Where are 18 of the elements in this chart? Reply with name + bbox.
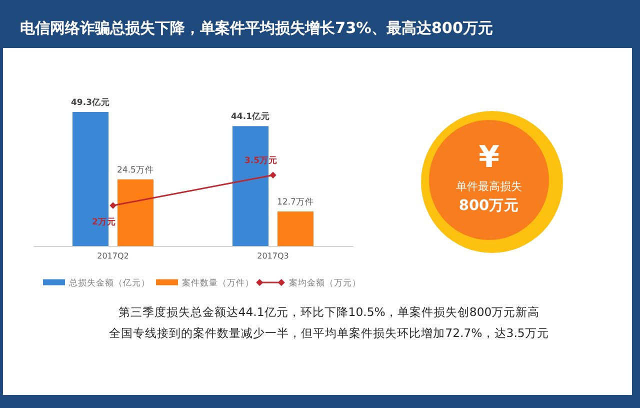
data-label: 24.5万件 <box>117 164 154 176</box>
chart-title: 电信网络诈骗总损失下降，单案件平均损失增长73%、最高达800万元 <box>20 18 494 37</box>
legend-label: 案件数量（万件） <box>182 277 254 288</box>
text: 第三季度损失总金额达44.1亿元，环比下降10.5%，单案件损失创800万元新高 <box>118 305 540 319</box>
text: 单件最高损失 <box>456 180 522 193</box>
text: 全国专线接到的案件数量减少一半，但平均单案件损失环比增加72.7%，达3.5万元 <box>109 326 549 340</box>
legend-label: 总损失金额（亿元） <box>68 277 150 288</box>
bar <box>118 179 154 246</box>
text: ¥ <box>478 140 500 175</box>
x-tick-label: 2017Q3 <box>257 252 289 260</box>
text: 800万元 <box>458 197 520 214</box>
bar <box>278 211 314 246</box>
x-tick-label: 2017Q2 <box>97 252 129 260</box>
bar <box>232 126 268 246</box>
data-label: 49.3亿元 <box>71 97 110 108</box>
data-label: 44.1亿元 <box>231 111 270 122</box>
data-label: 12.7万件 <box>277 196 314 208</box>
legend-label: 案均金额（万元） <box>289 278 361 288</box>
